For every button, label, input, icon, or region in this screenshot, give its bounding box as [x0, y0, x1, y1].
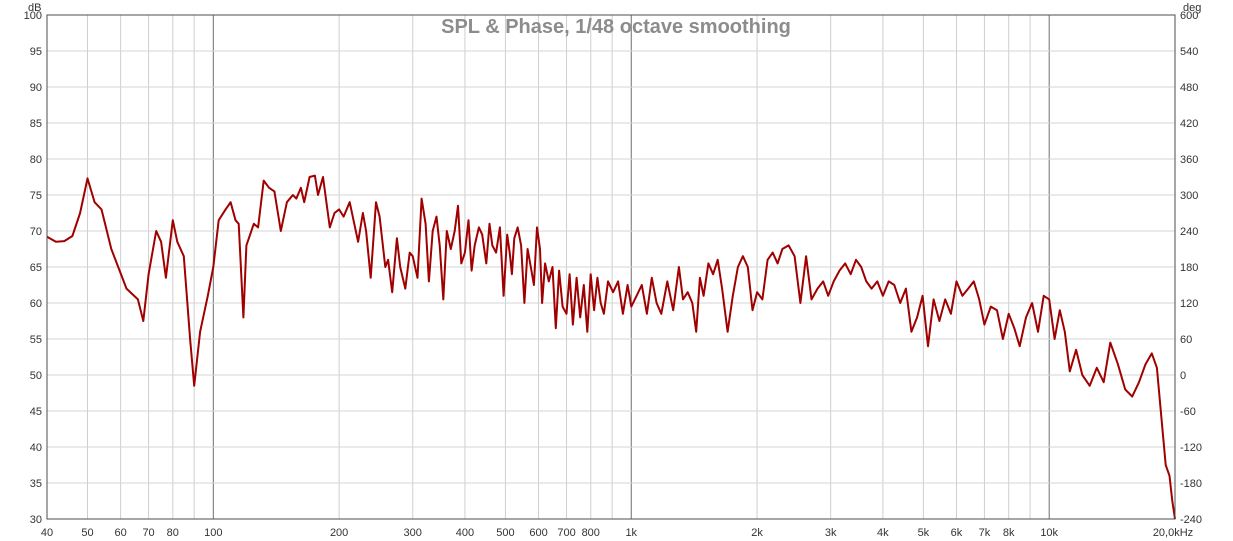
- y-left-tick-label: 60: [30, 298, 42, 310]
- x-tick-label: 600: [529, 527, 547, 539]
- x-tick-label: 700: [557, 527, 575, 539]
- x-tick-label: 2k: [751, 527, 763, 539]
- y-left-tick-label: 90: [30, 82, 42, 94]
- x-tick-label: 50: [81, 527, 93, 539]
- y-right-tick-label: -180: [1180, 478, 1202, 490]
- x-tick-label: 20,0kHz: [1153, 527, 1193, 539]
- plot-frame: [46, 14, 1176, 520]
- x-tick-label: 500: [496, 527, 514, 539]
- y-right-tick-label: 540: [1180, 46, 1198, 58]
- chart-title: SPL & Phase, 1/48 octave smoothing: [441, 16, 791, 38]
- y-left-tick-label: 45: [30, 406, 42, 418]
- x-tick-label: 6k: [951, 527, 963, 539]
- x-tick-label: 300: [404, 527, 422, 539]
- y-left-tick-label: 70: [30, 226, 42, 238]
- y-left-tick-label: 95: [30, 46, 42, 58]
- y-left-tick-label: 50: [30, 370, 42, 382]
- y-right-tick-label: 240: [1180, 226, 1198, 238]
- y-left-tick-label: 65: [30, 262, 42, 274]
- y-axis-right-unit: deg: [1183, 2, 1201, 14]
- x-tick-label: 3k: [825, 527, 837, 539]
- x-tick-label: 8k: [1003, 527, 1015, 539]
- spl-series-line: [46, 174, 1176, 520]
- x-tick-label: 4k: [877, 527, 889, 539]
- y-right-tick-label: 300: [1180, 190, 1198, 202]
- x-axis-ticks: 40 50 60 70 80 100 200 300 400 500 600 700 800 1k 2k 3k…: [41, 527, 1193, 539]
- x-tick-label: 7k: [979, 527, 991, 539]
- x-tick-label: 200: [330, 527, 348, 539]
- y-left-tick-label: 75: [30, 190, 42, 202]
- y-right-tick-label: 420: [1180, 118, 1198, 130]
- y-right-tick-label: 120: [1180, 298, 1198, 310]
- y-right-tick-label: 180: [1180, 262, 1198, 274]
- y-left-tick-label: 55: [30, 334, 42, 346]
- y-right-tick-label: 480: [1180, 82, 1198, 94]
- y-axis-left-ticks: 100 95 90 85 80 75 70 65 60 55 50 45 40 35 30: [24, 10, 42, 526]
- x-tick-label: 400: [456, 527, 474, 539]
- y-right-tick-label: 360: [1180, 154, 1198, 166]
- y-left-tick-label: 85: [30, 118, 42, 130]
- y-right-tick-label: 60: [1180, 334, 1192, 346]
- x-tick-label: 100: [204, 527, 222, 539]
- x-tick-label: 60: [114, 527, 126, 539]
- y-right-tick-label: -120: [1180, 442, 1202, 454]
- y-right-tick-label: 600: [1180, 10, 1198, 22]
- x-tick-label: 1k: [625, 527, 637, 539]
- x-tick-label: 10k: [1040, 527, 1058, 539]
- x-tick-label: 40: [41, 527, 53, 539]
- x-tick-label: 5k: [918, 527, 930, 539]
- x-tick-label: 80: [167, 527, 179, 539]
- x-tick-label: 800: [582, 527, 600, 539]
- x-tick-label: 70: [142, 527, 154, 539]
- grid: [47, 15, 1175, 519]
- y-right-tick-label: -240: [1180, 514, 1202, 526]
- y-left-tick-label: 30: [30, 514, 42, 526]
- y-axis-left-unit: dB: [28, 2, 41, 14]
- y-left-tick-label: 35: [30, 478, 42, 490]
- y-axis-right-ticks: 600540480420360300240180120600-60-120-18…: [1180, 10, 1202, 526]
- y-left-tick-label: 80: [30, 154, 42, 166]
- y-left-tick-label: 40: [30, 442, 42, 454]
- y-left-tick-label: 100: [24, 10, 42, 22]
- y-right-tick-label: -60: [1180, 406, 1196, 418]
- y-right-tick-label: 0: [1180, 370, 1186, 382]
